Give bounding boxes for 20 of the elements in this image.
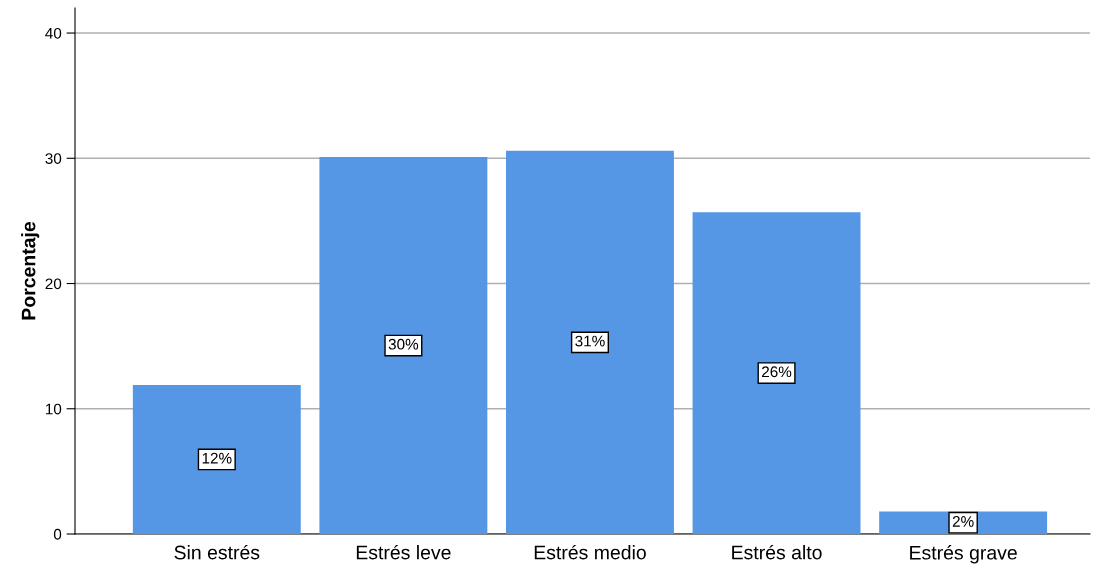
x-tick-label: Estrés alto: [732, 544, 822, 560]
data-label: 30%: [388, 338, 419, 350]
y-tick-label: 30: [45, 153, 62, 164]
y-tick-label: 10: [45, 403, 62, 415]
x-tick-label: Estrés medio: [534, 544, 646, 560]
y-axis-title: Porcentaje: [21, 221, 40, 320]
y-tick-label: 40: [45, 27, 62, 39]
bar: [319, 157, 488, 534]
data-label: 2%: [952, 516, 974, 527]
data-label: 31%: [575, 335, 605, 347]
y-tick-label: 20: [45, 278, 62, 290]
bar: [692, 212, 861, 534]
data-label: 12%: [202, 452, 232, 464]
x-tick-label: Sin estrés: [174, 544, 260, 560]
x-tick-label: Estrés leve: [356, 544, 451, 560]
data-label: 26%: [762, 366, 792, 378]
bar: [506, 150, 674, 534]
bar: [132, 384, 301, 534]
x-tick-label: Estrés grave: [910, 545, 1017, 564]
y-tick-label: 0: [53, 528, 62, 540]
